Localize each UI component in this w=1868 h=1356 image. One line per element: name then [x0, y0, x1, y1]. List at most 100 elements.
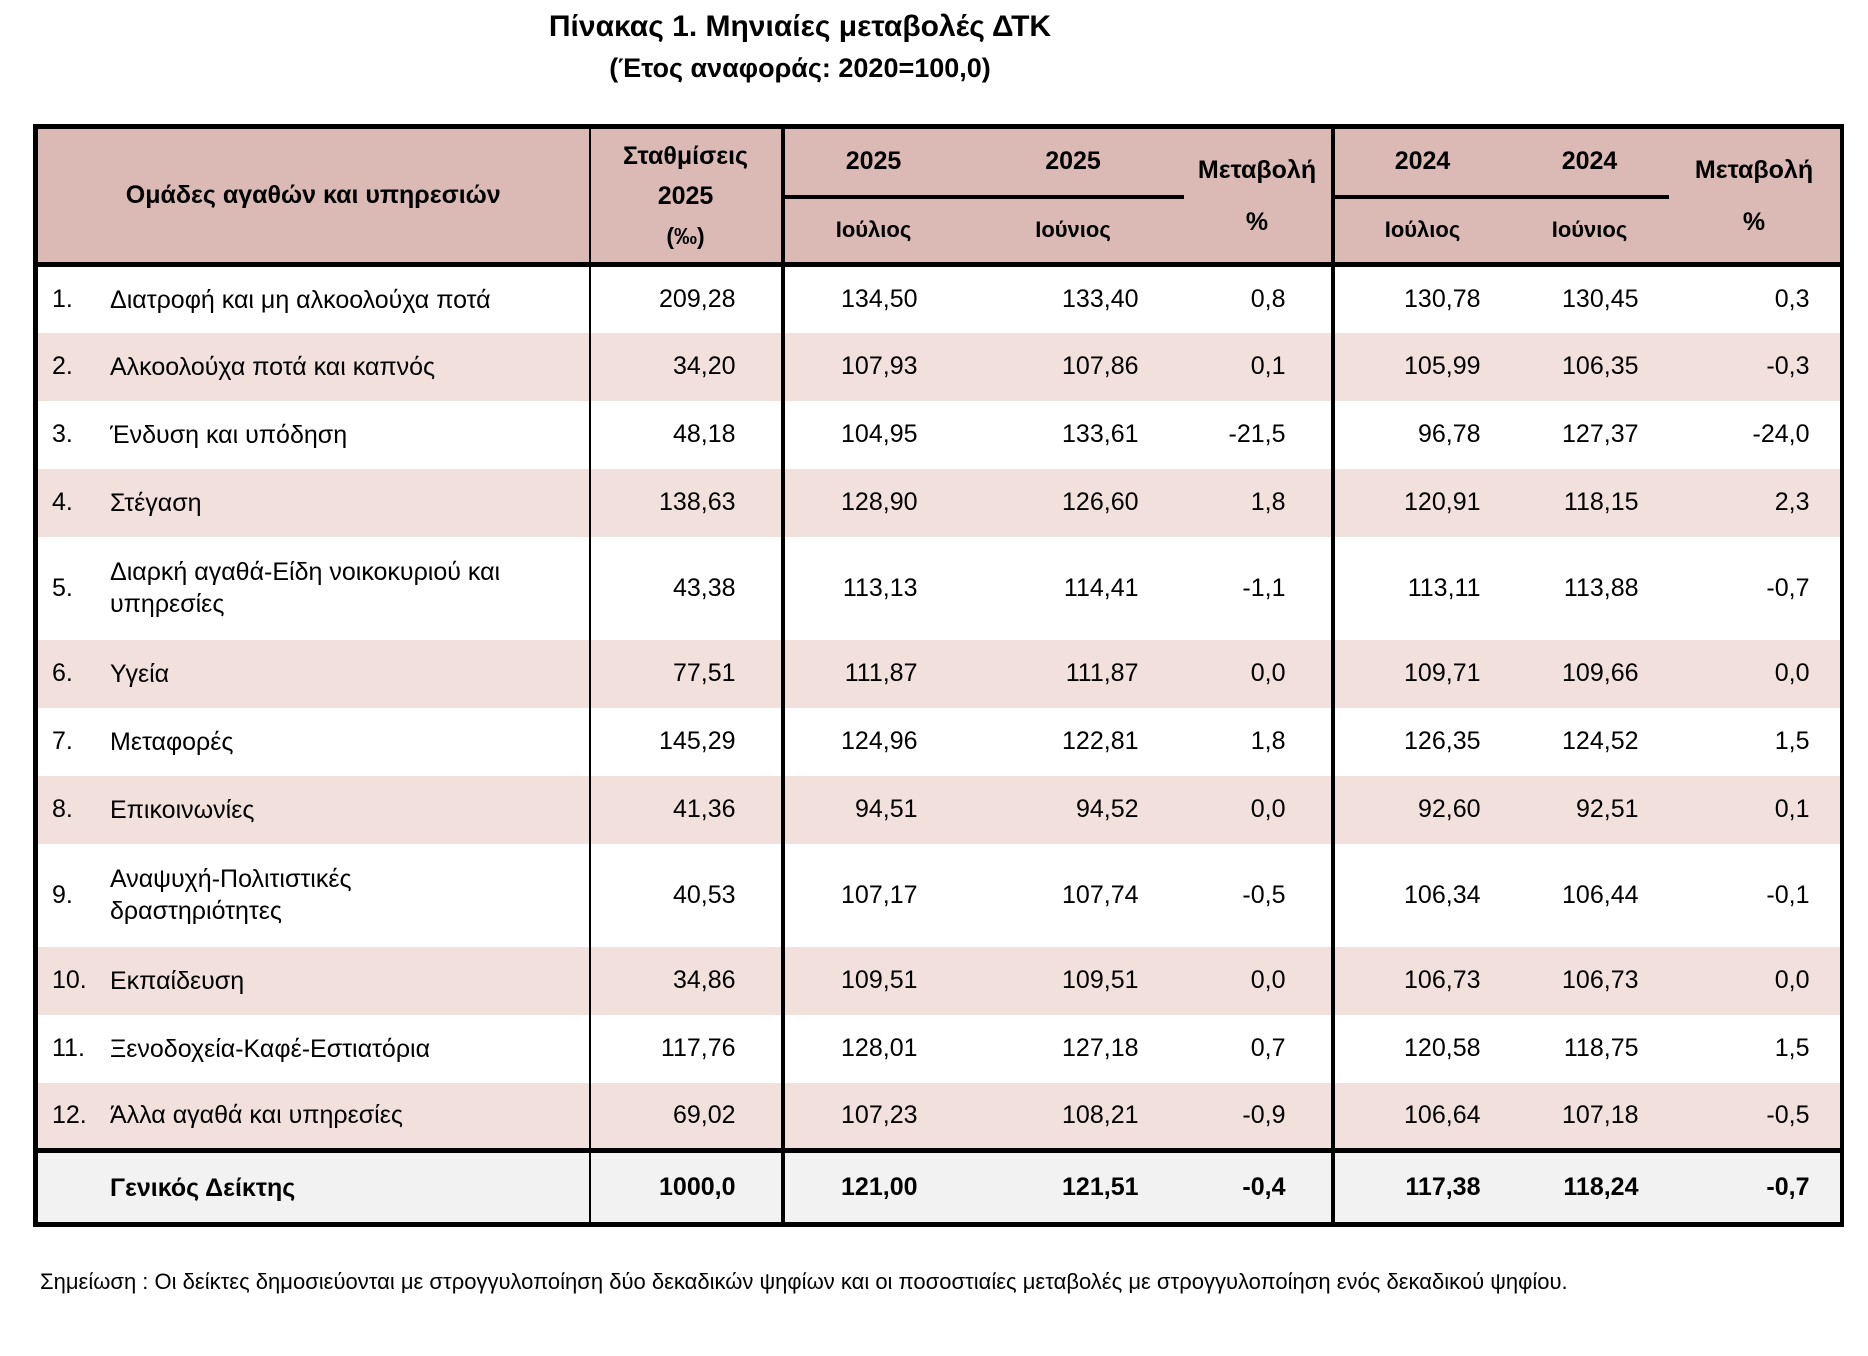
- change-2025-cell: 0,0: [1183, 946, 1333, 1015]
- col-header-july-2024: Ιούλιος: [1330, 196, 1511, 267]
- index-july-2024-cell: 105,99: [1330, 332, 1511, 401]
- change-2025-cell: -1,1: [1242, 573, 1286, 602]
- group-name-cell: 3. Ένδυση και υπόδηση: [36, 401, 590, 469]
- weight-cell: 40,53: [588, 843, 783, 947]
- index-june-2024-cell: 106,73: [1510, 946, 1669, 1015]
- index-june-2025-cell: 133,40: [1062, 285, 1139, 314]
- table-row: 9. Αναψυχή-Πολιτιστικές δραστηριότητες 40,…: [36, 843, 1842, 947]
- cpi-monthly-changes-table: Ομάδες αγαθών και υπηρεσιών Σταθμίσεις 2…: [33, 124, 1844, 1227]
- change-2025-cell: -21,5: [1228, 420, 1286, 448]
- row-label: Αναψυχή-Πολιτιστικές δραστηριότητες: [110, 865, 352, 925]
- change-2025-cell: -0,5: [1242, 880, 1286, 909]
- change-2024-cell: -0,1: [1766, 880, 1810, 909]
- total-june-2024-cell: 118,24: [1510, 1148, 1669, 1225]
- index-june-2024-cell: 113,88: [1563, 573, 1639, 602]
- row-label: Στέγαση: [110, 488, 202, 517]
- table-row: 10. Εκπαίδευση 34,86 109,51 109,51 0,0 106,73 1…: [35, 946, 1842, 1015]
- total-july-2024-cell: 117,38: [1330, 1148, 1511, 1225]
- change-2024-cell: 2,3: [1668, 468, 1842, 537]
- change-2024-cell: 0,0: [1668, 946, 1842, 1015]
- weights-year: 2025: [657, 181, 714, 210]
- index-june-2025-cell: 114,41: [1063, 573, 1139, 602]
- weight-cell: 138,63: [588, 468, 783, 537]
- weight-cell: 41,36: [588, 775, 783, 844]
- index-june-2024-cell: 92,51: [1510, 775, 1669, 844]
- index-july-2025-cell: 109,51: [780, 946, 963, 1015]
- table-row: 4. Στέγαση 138,63 128,90 126,60 1,8 120,91 118,…: [35, 468, 1842, 537]
- index-june-2024-cell: 109,66: [1510, 639, 1669, 708]
- index-june-2025-cell: 109,51: [962, 946, 1184, 1015]
- row-number: 8.: [52, 795, 73, 823]
- col-header-change-2024: Μεταβολή %: [1668, 126, 1842, 267]
- table-heading: Πίνακας 1. Μηνιαίες μεταβολές ΔΤΚ (Έτος …: [0, 10, 1600, 84]
- col-header-june-2024: Ιούνιος: [1510, 196, 1669, 267]
- index-july-2025-cell: 128,01: [780, 1014, 963, 1083]
- index-july-2024-cell: 106,34: [1330, 843, 1511, 947]
- total-label-cell: Γενικός Δείκτης: [35, 1148, 590, 1225]
- table-row: 7. Μεταφορές 145,29 124,96 122,81 1,8 126,35 12…: [36, 707, 1842, 776]
- table-row: 5. Διαρκή αγαθά-Είδη νοικοκυριού και υπηρ…: [36, 536, 1842, 640]
- table-row: 3. Ένδυση και υπόδηση 48,18 104,95 133,61 -21…: [36, 400, 1842, 469]
- change-2024-cell: 0,0: [1668, 639, 1842, 708]
- total-row: Γενικός Δείκτης 1000,0 121,00 121,51 -0,…: [35, 1148, 1842, 1225]
- change-2024-cell: 1,5: [1774, 1034, 1810, 1062]
- index-july-2025-cell: 107,93: [780, 332, 963, 401]
- weights-unit: (‰): [666, 222, 705, 249]
- weight-cell: 48,18: [588, 400, 783, 469]
- total-june-2025-cell: 121,51: [962, 1148, 1184, 1225]
- row-number: 10.: [52, 966, 87, 994]
- change-label: Μεταβολή: [1197, 155, 1317, 184]
- index-june-2024-cell: 106,35: [1510, 332, 1669, 401]
- index-july-2024-cell: 92,60: [1330, 775, 1511, 844]
- index-july-2024-cell: 106,73: [1330, 946, 1511, 1015]
- group-name-cell: 5. Διαρκή αγαθά-Είδη νοικοκυριού και υπηρ…: [36, 537, 590, 640]
- group-name-cell: 4. Στέγαση: [35, 468, 590, 537]
- row-label: Υγεία: [110, 659, 170, 688]
- percent-label: %: [1245, 207, 1269, 236]
- change-2025-cell: -0,9: [1183, 1082, 1333, 1151]
- row-number: 11.: [52, 1034, 85, 1062]
- group-name-cell: 12. Άλλα αγαθά και υπηρεσίες: [35, 1082, 590, 1151]
- footnote: Σημείωση : Οι δείκτες δημοσιεύονται με σ…: [40, 1269, 1568, 1294]
- index-july-2024-cell: 126,35: [1330, 707, 1511, 776]
- weight-cell: 34,20: [588, 332, 783, 401]
- weight-cell: 209,28: [588, 264, 783, 333]
- col-header-year-2024-b: 2024: [1510, 126, 1669, 199]
- change-2025-cell: 1,8: [1183, 468, 1333, 537]
- row-label: Εκπαίδευση: [110, 966, 245, 995]
- change-2025-cell: 0,8: [1250, 285, 1286, 314]
- weight-cell: 77,51: [588, 639, 783, 708]
- change-2024-cell: 1,5: [1774, 727, 1810, 755]
- change-2024-cell: 0,1: [1668, 775, 1842, 844]
- col-header-june-2025: Ιούνιος: [962, 196, 1184, 267]
- index-july-2025-cell: 104,95: [780, 400, 963, 469]
- index-july-2024-cell: 120,91: [1330, 468, 1511, 537]
- table-subtitle: (Έτος αναφοράς: 2020=100,0): [609, 53, 991, 83]
- table-footer: Γενικός Δείκτης 1000,0 121,00 121,51 -0,…: [35, 1148, 1842, 1225]
- index-june-2025-cell: 133,61: [1062, 420, 1139, 448]
- row-number: 2.: [52, 352, 73, 380]
- total-label: Γενικός Δείκτης: [110, 1173, 296, 1202]
- table-row: 2. Αλκοολούχα ποτά και καπνός 34,20 107,93 1…: [35, 332, 1842, 401]
- group-name-cell: 1. Διατροφή και μη αλκοολούχα ποτά: [36, 265, 590, 333]
- table-row: 6. Υγεία 77,51 111,87 111,87 0,0 109,71 109,66 0…: [35, 639, 1842, 708]
- change-2024-cell: -0,3: [1668, 332, 1842, 401]
- col-header-year-2025-a: 2025: [780, 126, 963, 199]
- row-number: 12.: [52, 1100, 87, 1129]
- total-weight-cell: 1000,0: [588, 1148, 783, 1225]
- row-label: Αλκοολούχα ποτά και καπνός: [110, 352, 436, 381]
- index-july-2024-cell: 106,64: [1330, 1082, 1511, 1151]
- row-number: 4.: [52, 488, 73, 516]
- row-label: Άλλα αγαθά και υπηρεσίες: [110, 1101, 403, 1130]
- index-june-2025-cell: 111,87: [962, 639, 1184, 708]
- index-july-2024-cell: 109,71: [1330, 639, 1511, 708]
- col-header-groups: Ομάδες αγαθών και υπηρεσιών: [35, 126, 590, 267]
- weight-cell: 145,29: [588, 707, 783, 776]
- index-june-2024-cell: 106,44: [1562, 880, 1639, 909]
- change-2024-cell: -0,5: [1668, 1082, 1842, 1151]
- row-label: Ξενοδοχεία-Καφέ-Εστιατόρια: [110, 1034, 431, 1063]
- index-june-2024-cell: 118,15: [1510, 468, 1669, 537]
- index-june-2025-cell: 127,18: [1062, 1034, 1139, 1062]
- group-name-cell: 2. Αλκοολούχα ποτά και καπνός: [35, 332, 590, 401]
- col-header-year-2024-a: 2024: [1330, 126, 1511, 199]
